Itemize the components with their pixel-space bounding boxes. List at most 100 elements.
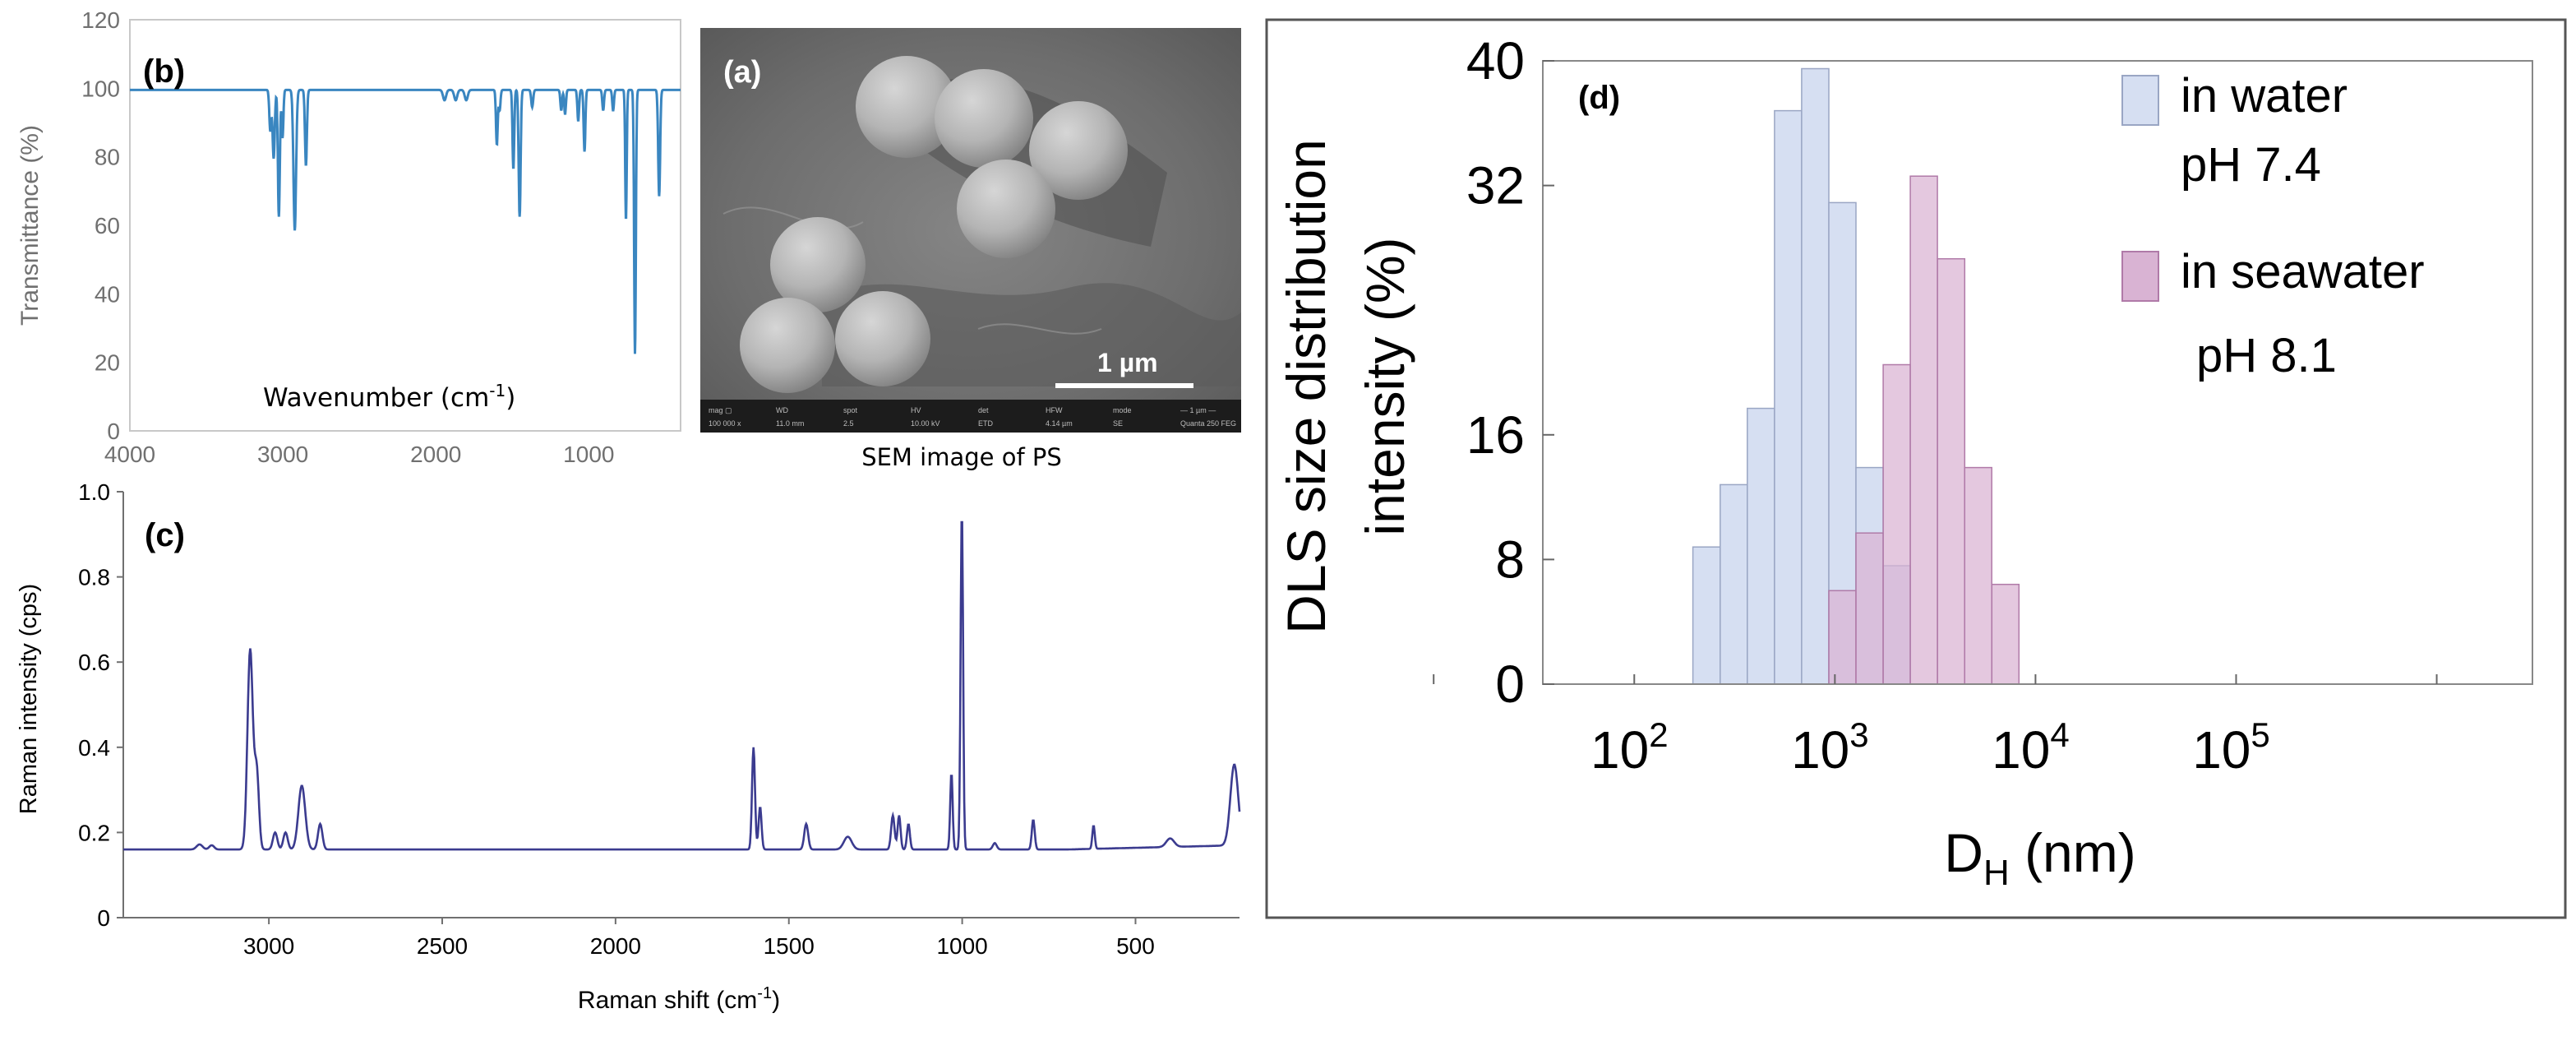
ftir-y-tick-label: 100 [81,76,120,101]
sem-info-bar-value: 100 000 x [709,419,741,428]
raman-spectrum-line [123,520,1241,851]
raman-x-tick-label: 1000 [936,933,987,959]
ftir-plot-frame [129,19,681,432]
dls-x-axis-label: DH (nm) [1944,822,2135,893]
sem-info-bar-label: mag ▢ [709,406,732,414]
sem-sphere [935,69,1033,168]
raman-x-axis-label: Raman shift (cm-1) [578,984,780,1014]
panel-label-d: (d) [1578,80,1620,116]
dls-bar-seawater [1855,532,1884,685]
legend-label-water-ph: pH 7.4 [2181,138,2321,192]
dls-y-tick-label: 0 [1495,655,1525,714]
sem-sphere [740,298,835,393]
panel-label-a: (a) [723,55,761,90]
sem-info-bar-label: — 1 µm — [1180,406,1216,414]
sem-info-bar-value: 2.5 [843,419,854,428]
dls-bar-water [1801,67,1830,685]
panel-a-sem: mag ▢ 100 000 x WD 11.0 mm spot 2.5 HV 10.00 kV… [700,28,1241,471]
ftir-x-ticks: 4000 3000 2000 1000 [104,442,615,467]
dls-x-tick-label: 105 [2192,715,2270,780]
sem-info-bar-value: SE [1113,419,1123,428]
ftir-spectrum-line [130,88,681,354]
legend-label-seawater: in seawater [2181,245,2425,298]
ftir-y-tick-label: 0 [107,419,120,444]
sem-sphere [957,160,1055,258]
panel-d-dls: 0 8 16 32 40 102 103 104 105 (d) in water pH 7.… [1265,18,2567,919]
sem-info-bar-label: det [978,406,989,414]
dls-bar-seawater [1937,257,1966,685]
dls-bar-water [1747,407,1775,685]
ftir-y-tick-label: 80 [95,145,120,170]
sem-info-bar-label: spot [843,406,858,414]
sem-sphere [1029,101,1128,200]
sem-info-bar-label: WD [776,406,788,414]
panel-label-b: (b) [143,53,185,90]
raman-x-ticks: 3000 2500 2000 1500 1000 500 [243,918,1155,959]
legend-swatch-water [2121,75,2159,126]
raman-x-tick-label: 500 [1116,933,1155,959]
sem-info-bar-value: 4.14 µm [1046,419,1073,428]
sem-info-bar-value: 11.0 mm [776,419,804,428]
ftir-y-axis-label: Transmittance (%) [16,125,44,326]
ftir-y-tick-label: 20 [95,350,120,376]
legend-swatch-seawater [2121,251,2159,302]
dls-y-axis-label-line1: DLS size distribution [1276,139,1336,634]
raman-y-tick-label: 0 [97,905,110,931]
dls-bar-water [1692,546,1721,685]
dls-bar-seawater [1991,583,2020,685]
dls-x-tick-label: 104 [1992,715,2070,780]
dls-x-ticks: 102 103 104 105 [1433,674,2438,780]
dls-x-tick-label: 102 [1590,715,1669,780]
sem-scale-bar-label: 1 µm [1097,348,1158,377]
legend-label-seawater-ph: pH 8.1 [2196,329,2337,382]
sem-scale-bar [1055,383,1193,388]
dls-plot-frame [1542,60,2533,685]
ftir-x-tick-label: 1000 [563,442,614,467]
sem-info-bar-label: mode [1113,406,1132,414]
raman-y-tick-label: 0.2 [78,820,110,845]
sem-info-bar-label: HV [911,406,921,414]
dls-y-ticks: 0 8 16 32 40 [1466,31,1554,714]
ftir-y-tick-label: 60 [95,213,120,238]
sem-sphere [770,217,866,312]
ftir-y-ticks: 0 20 40 60 80 100 120 [81,7,120,444]
raman-x-tick-label: 2500 [417,933,468,959]
dls-x-tick-label: 103 [1791,715,1869,780]
panel-c-raman: 0 0.2 0.4 0.6 0.8 1.0 3000 2500 2000 1500 1000 500… [16,479,1241,1014]
raman-y-tick-label: 0.6 [78,650,110,675]
raman-x-tick-label: 2000 [590,933,641,959]
dls-bar-seawater [1828,590,1857,685]
dls-bars [1692,67,2020,685]
sem-substrate-shadow [822,283,1241,386]
raman-y-axis-label: Raman intensity (cps) [16,584,42,814]
sem-info-bar-value: 10.00 kV [911,419,940,428]
sem-info-bar-value: Quanta 250 FEG [1180,419,1236,428]
raman-x-tick-label: 1500 [764,933,815,959]
ftir-x-tick-label: 3000 [257,442,308,467]
sem-info-bar-text: mag ▢ 100 000 x WD 11.0 mm spot 2.5 HV 10.00 kV… [709,406,1236,428]
dls-y-tick-label: 40 [1466,31,1525,90]
panel-label-c: (c) [145,517,185,553]
sem-info-bar-value: ETD [978,419,994,428]
raman-y-tick-label: 0.4 [78,735,110,761]
sem-info-bar-label: HFW [1046,406,1063,414]
dls-y-tick-label: 8 [1495,530,1525,589]
sem-info-bar [700,400,1241,433]
panel-b-ftir: 0 20 40 60 80 100 120 4000 3000 2000 1000 (b) Wav… [16,7,681,467]
sem-sphere [835,291,930,386]
dls-y-tick-label: 32 [1466,156,1525,215]
ftir-x-tick-label: 4000 [104,442,155,467]
dls-bar-seawater [1882,363,1911,685]
sem-caption: SEM image of PS [861,443,1062,471]
dls-plot-frame-overlay [1542,60,2533,685]
dls-y-tick-label: 16 [1466,405,1525,465]
ftir-y-tick-label: 40 [95,281,120,307]
dls-bar-water [1774,109,1803,685]
dls-y-axis-label-line2: intensity (%) [1355,237,1415,535]
ftir-y-tick-label: 120 [81,7,120,33]
legend-label-water: in water [2181,69,2347,123]
dls-legend: in water pH 7.4 in seawater pH 8.1 [2121,69,2425,382]
dls-bar-water [1720,483,1748,685]
raman-x-tick-label: 3000 [243,933,294,959]
